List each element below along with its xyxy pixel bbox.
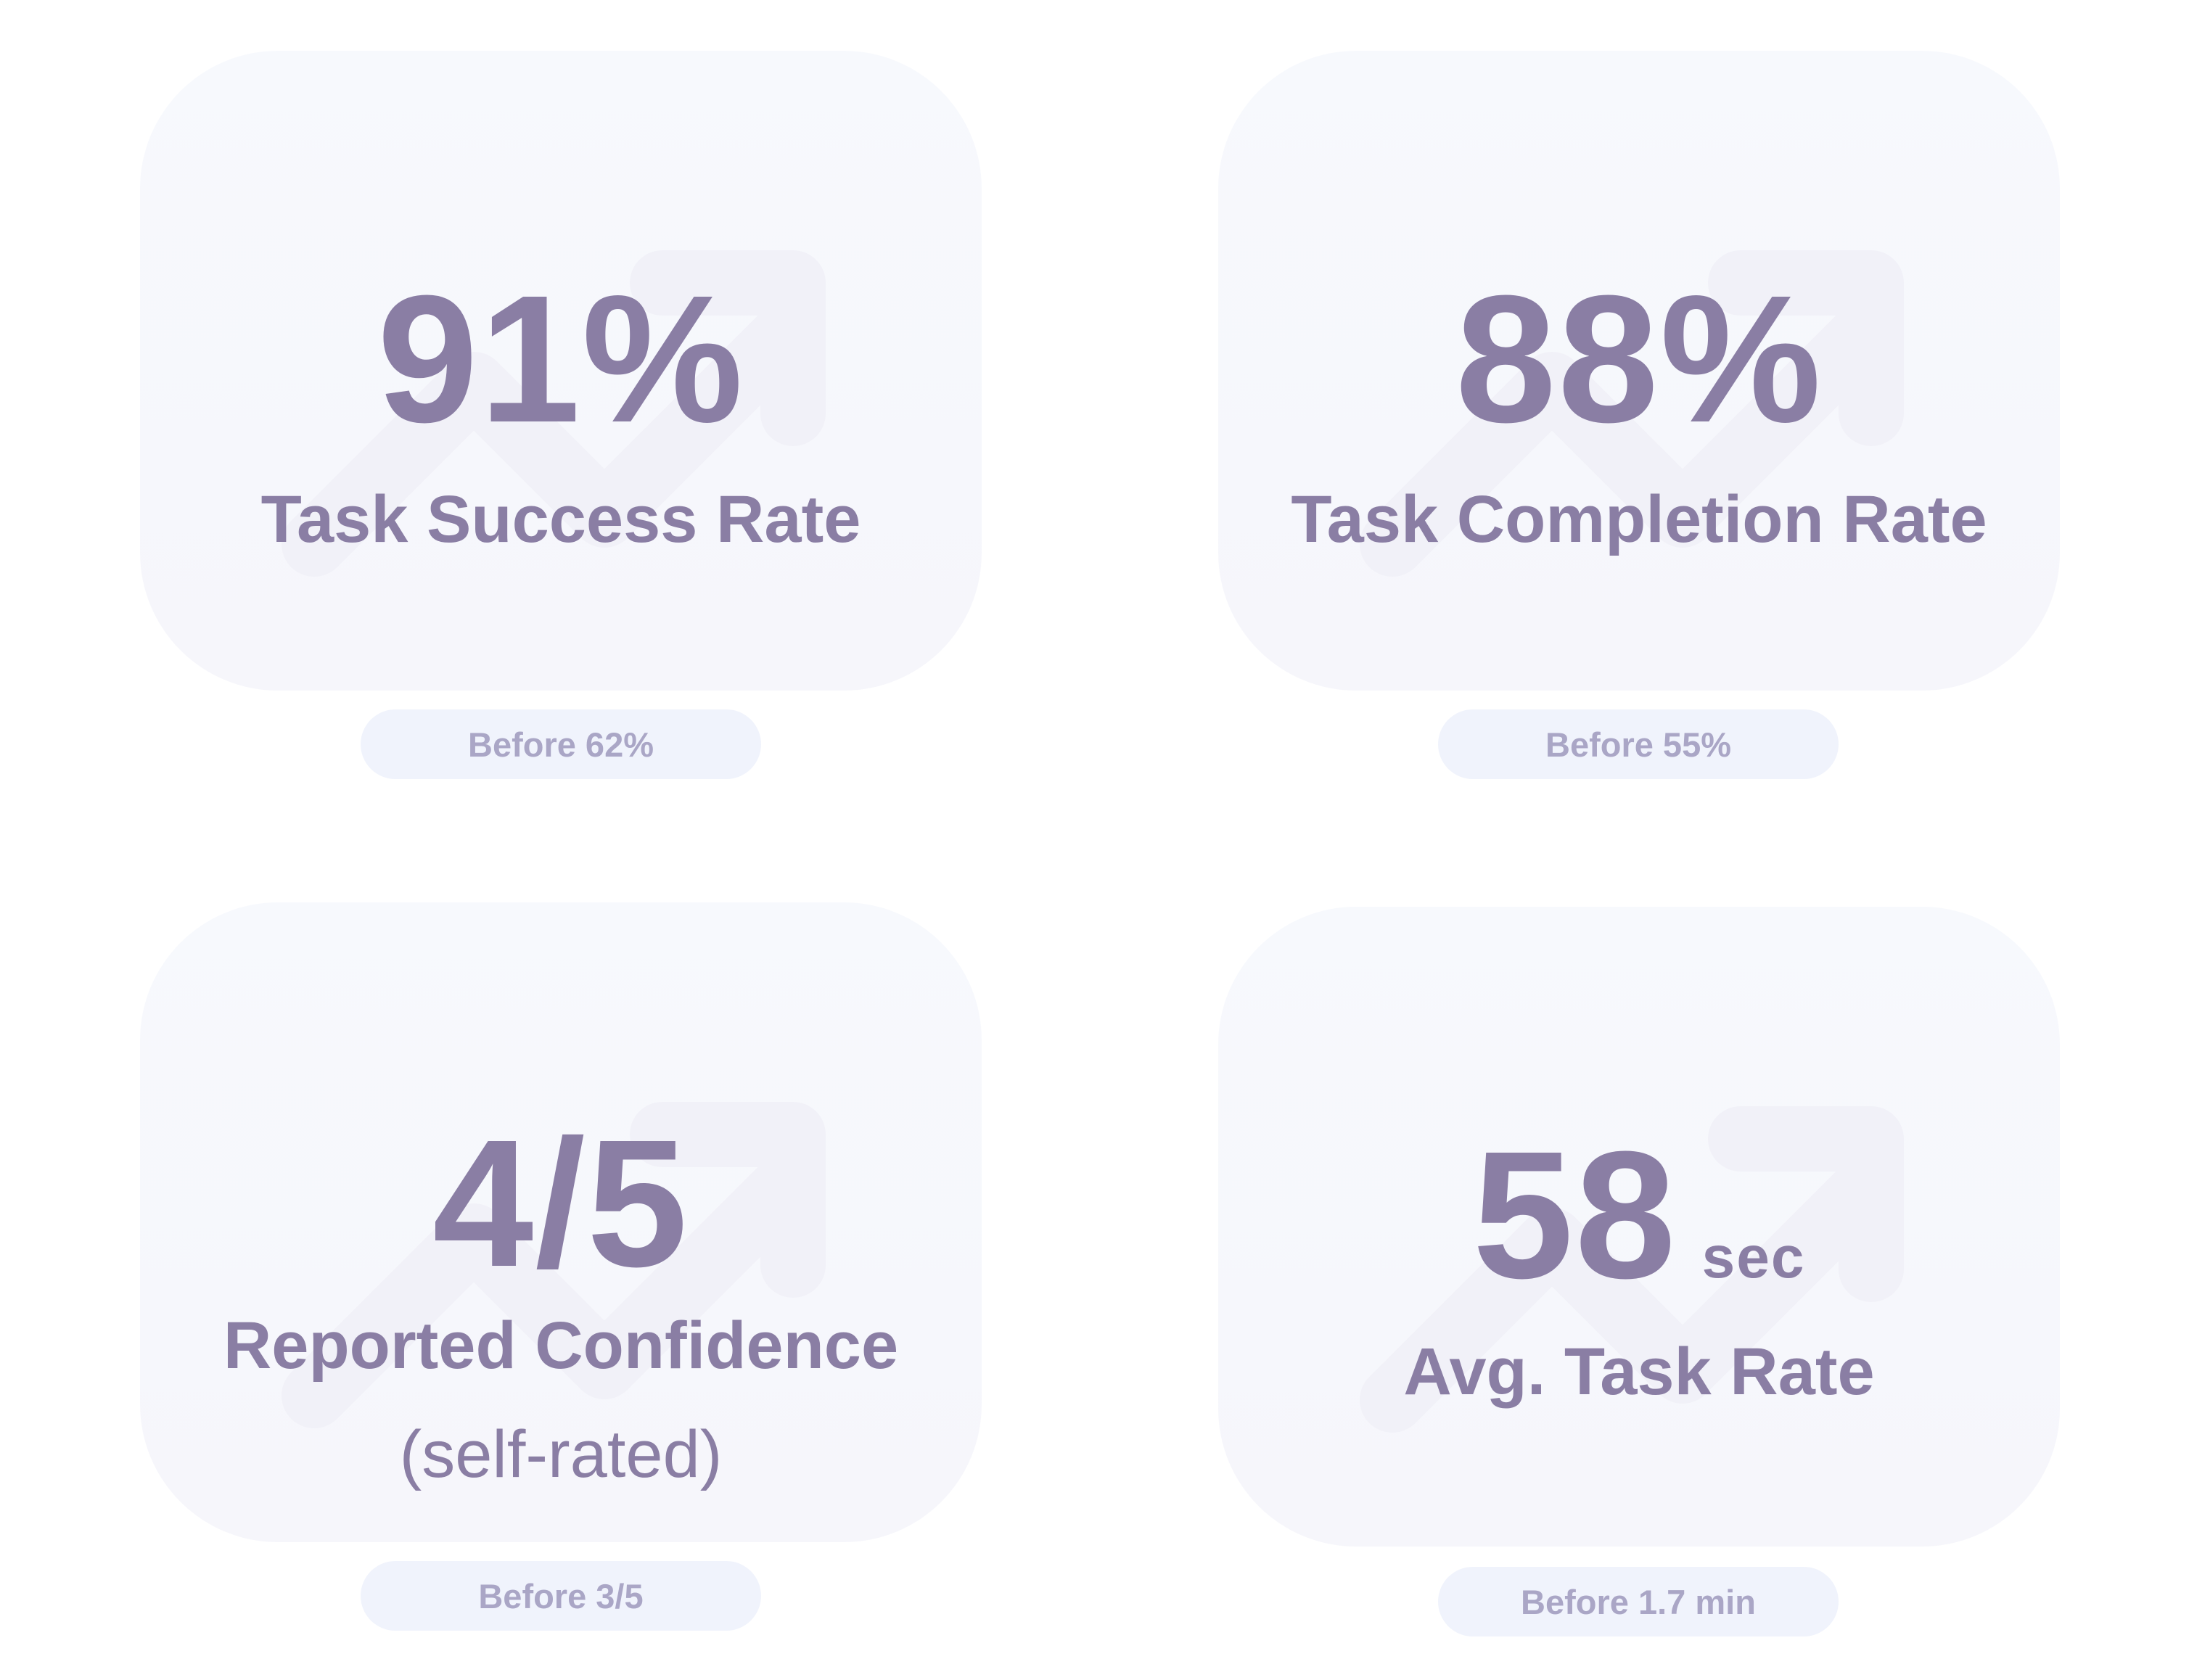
metric-value: 58 sec — [1218, 1124, 2060, 1306]
metric-value: 4/5 — [432, 1102, 689, 1304]
metric-label: Task Success Rate — [260, 482, 861, 556]
before-badge: Before 3/5 — [361, 1561, 761, 1631]
metric-sublabel: (self-rated) — [399, 1417, 723, 1491]
metric-card-reported-confidence: 4/5 Reported Confidence (self-rated) — [140, 902, 982, 1542]
metric-label: Task Completion Rate — [1291, 482, 1987, 556]
before-badge: Before 62% — [361, 709, 761, 779]
metric-number: 58 — [1472, 1113, 1677, 1316]
trend-up-arrow-icon — [1360, 1106, 1904, 1433]
trend-up-arrow-icon — [282, 1102, 826, 1428]
metric-value: 88% — [1455, 258, 1823, 460]
metric-card-task-completion: 88% Task Completion Rate — [1218, 51, 2060, 691]
before-badge: Before 55% — [1438, 709, 1839, 779]
metric-card-avg-task-rate: 58 sec Avg. Task Rate — [1218, 907, 2060, 1547]
trend-up-arrow-icon — [282, 250, 826, 577]
metric-card-task-success: 91% Task Success Rate — [140, 51, 982, 691]
metric-value: 91% — [377, 258, 745, 460]
metric-label: Reported Confidence — [223, 1309, 899, 1383]
before-badge: Before 1.7 min — [1438, 1567, 1839, 1636]
metric-unit: sec — [1701, 1224, 1806, 1290]
trend-up-arrow-icon — [1360, 250, 1904, 577]
metric-label: Avg. Task Rate — [1403, 1335, 1875, 1409]
